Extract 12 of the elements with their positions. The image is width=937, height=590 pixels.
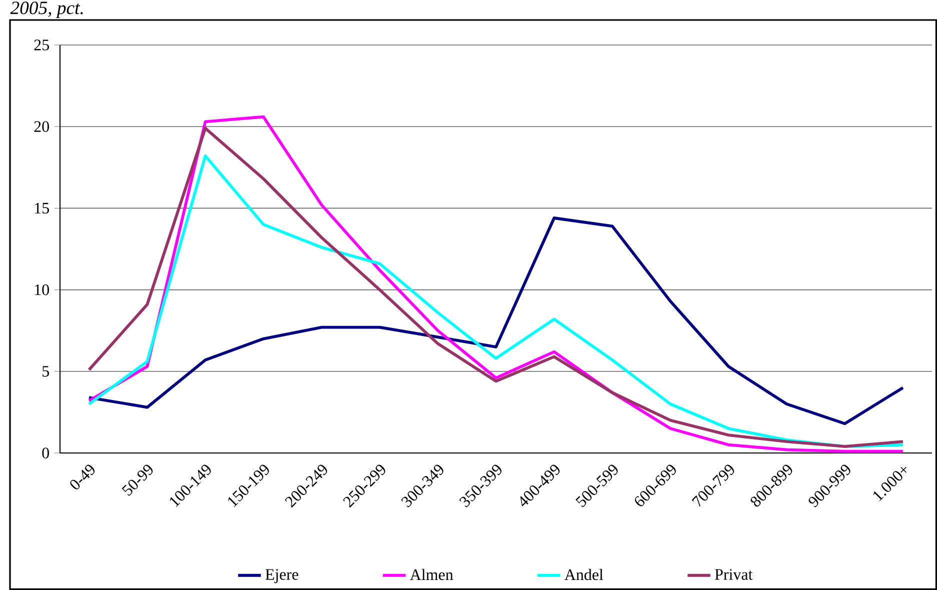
- chart-title: 2005, pct.: [10, 2, 83, 18]
- legend-label: Andel: [564, 568, 604, 580]
- legend-label: Ejere: [265, 569, 298, 584]
- y-tick-label: 20: [34, 121, 49, 132]
- y-tick-label: 10: [35, 284, 49, 296]
- y-tick-label: 25: [34, 40, 49, 50]
- legend-label: Privat: [714, 569, 753, 580]
- legend-label: Almen: [410, 568, 454, 580]
- y-tick-label: 15: [35, 202, 49, 214]
- y-tick-label: 0: [42, 448, 49, 458]
- y-tick-label: 5: [42, 366, 49, 377]
- x-tick-label: 0-49: [70, 464, 95, 490]
